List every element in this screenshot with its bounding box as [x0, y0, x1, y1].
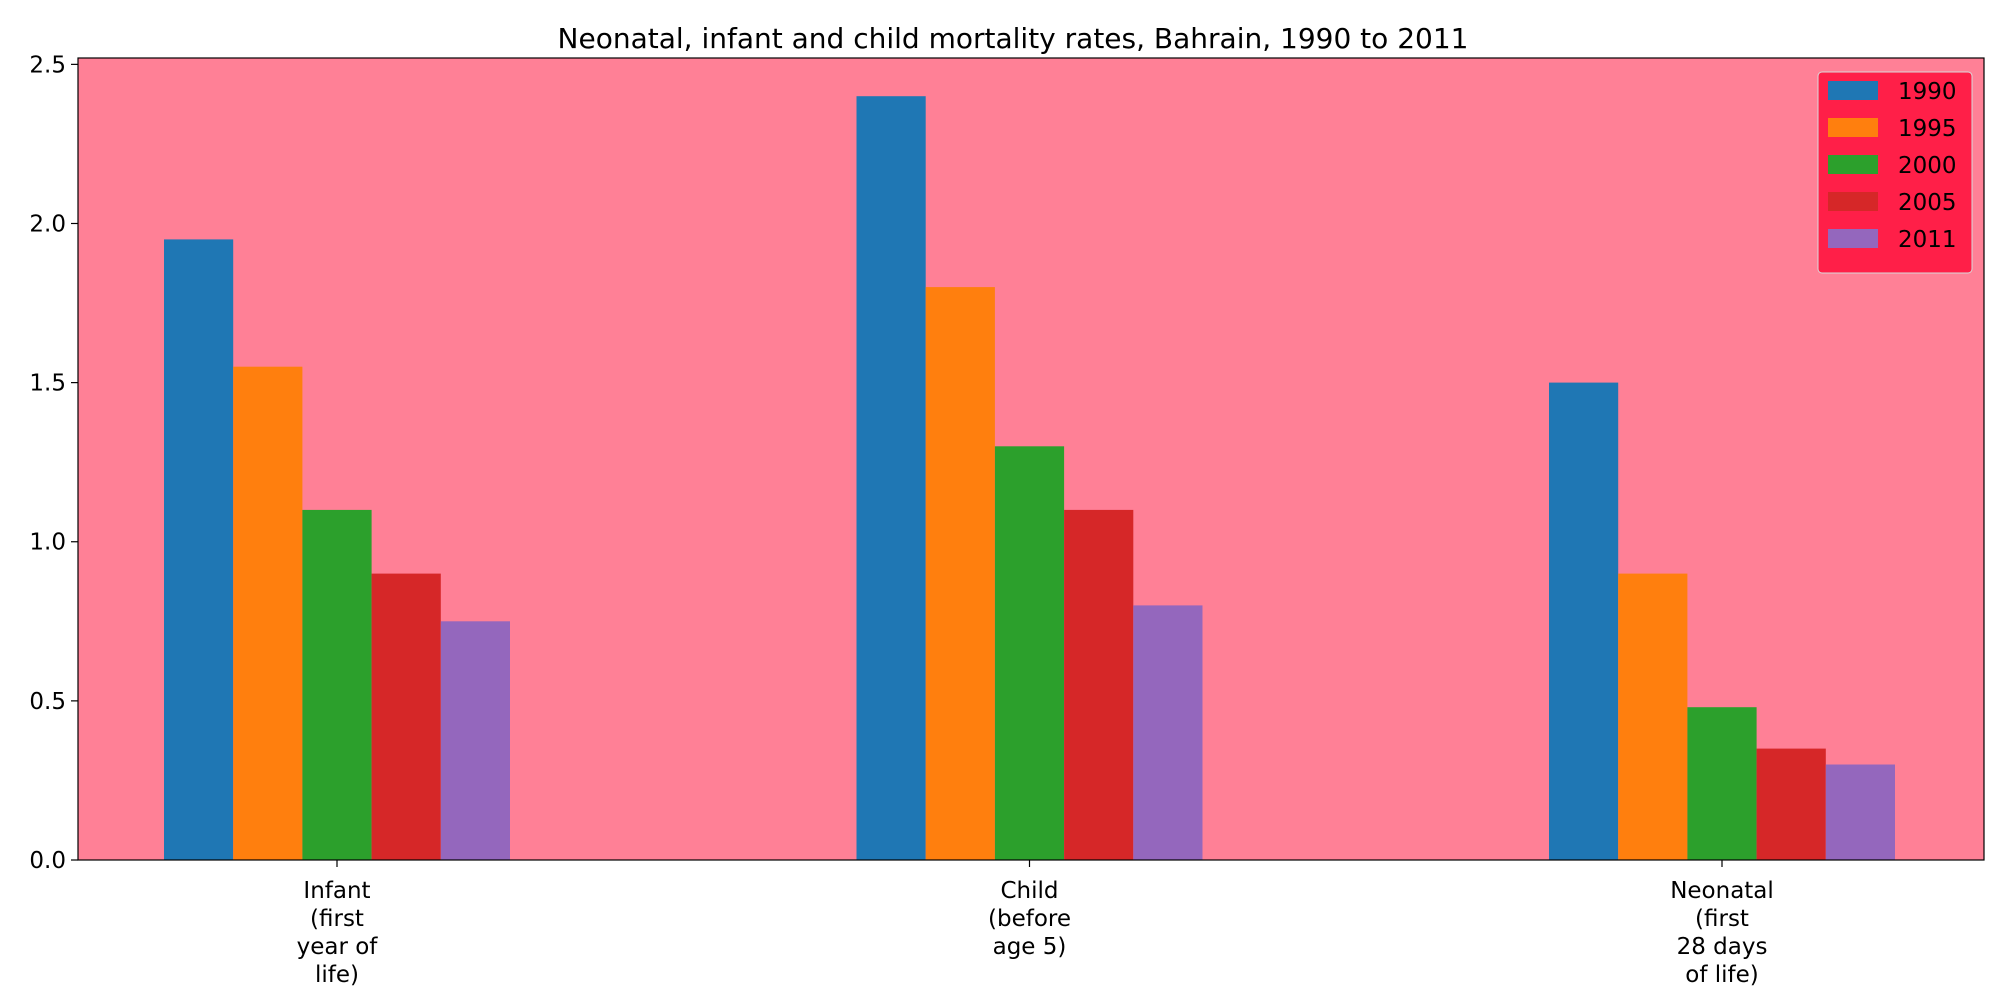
bar-1995-cat-0 — [233, 366, 303, 860]
legend-swatch-2011 — [1828, 229, 1878, 248]
bar-1990-cat-0 — [164, 239, 234, 860]
axes-frame — [77, 57, 1985, 861]
bar-2005-cat-2 — [1756, 748, 1826, 860]
bar-1990-cat-2 — [1549, 382, 1619, 860]
bar-2005-cat-0 — [371, 573, 441, 860]
legend-label-2000: 2000 — [1898, 153, 1957, 179]
legend-swatch-1990 — [1828, 81, 1878, 100]
bar-1995-cat-1 — [925, 287, 995, 861]
y-tick-label-3: 1.5 — [29, 371, 66, 397]
x-tick-label-line: (first — [310, 906, 364, 932]
x-tick-label-line: year of — [297, 934, 379, 960]
legend-swatch-2005 — [1828, 192, 1878, 211]
x-tick-label-line: life) — [315, 962, 359, 988]
x-tick-label-line: Neonatal — [1670, 878, 1774, 904]
legend-label-2011: 2011 — [1898, 227, 1957, 253]
legend-swatch-1995 — [1828, 118, 1878, 137]
x-tick-label-0: Infant (first year of life) — [297, 878, 379, 988]
bar-1995-cat-2 — [1618, 573, 1688, 860]
bar-2000-cat-1 — [994, 446, 1065, 860]
x-tick-label-line: (before — [988, 906, 1071, 932]
x-tick-label-line: of life) — [1685, 962, 1758, 988]
bar-2000-cat-0 — [302, 509, 372, 860]
legend-swatch-2000 — [1828, 155, 1878, 174]
legend-label-1995: 1995 — [1898, 116, 1957, 142]
y-tick-label-4: 2.0 — [29, 211, 66, 237]
bar-2011-cat-2 — [1825, 764, 1895, 860]
y-tick-label-5: 2.5 — [29, 52, 66, 78]
bar-2011-cat-0 — [440, 621, 510, 860]
bar-2011-cat-1 — [1133, 605, 1203, 860]
x-tick-label-line: (first — [1695, 906, 1749, 932]
x-tick-label-line: Infant — [303, 878, 370, 904]
y-tick-label-0: 0.0 — [29, 848, 66, 874]
x-tick-label-line: 28 days — [1677, 934, 1768, 960]
y-tick-label-1: 0.5 — [29, 689, 66, 715]
x-tick-label-line: age 5) — [993, 934, 1067, 960]
bar-2005-cat-1 — [1064, 509, 1134, 860]
x-tick-label-2: Neonatal (first 28 days of life) — [1670, 878, 1774, 988]
x-tick-label-line: Child — [1000, 878, 1058, 904]
bar-1990-cat-1 — [856, 96, 926, 860]
chart-title: Neonatal, infant and child mortality rat… — [558, 22, 1469, 55]
bar-2000-cat-2 — [1687, 707, 1757, 860]
legend-label-1990: 1990 — [1898, 79, 1957, 105]
legend-label-2005: 2005 — [1898, 190, 1957, 216]
y-tick-label-2: 1.0 — [29, 530, 66, 556]
x-tick-label-1: Child (before age 5) — [988, 878, 1071, 960]
